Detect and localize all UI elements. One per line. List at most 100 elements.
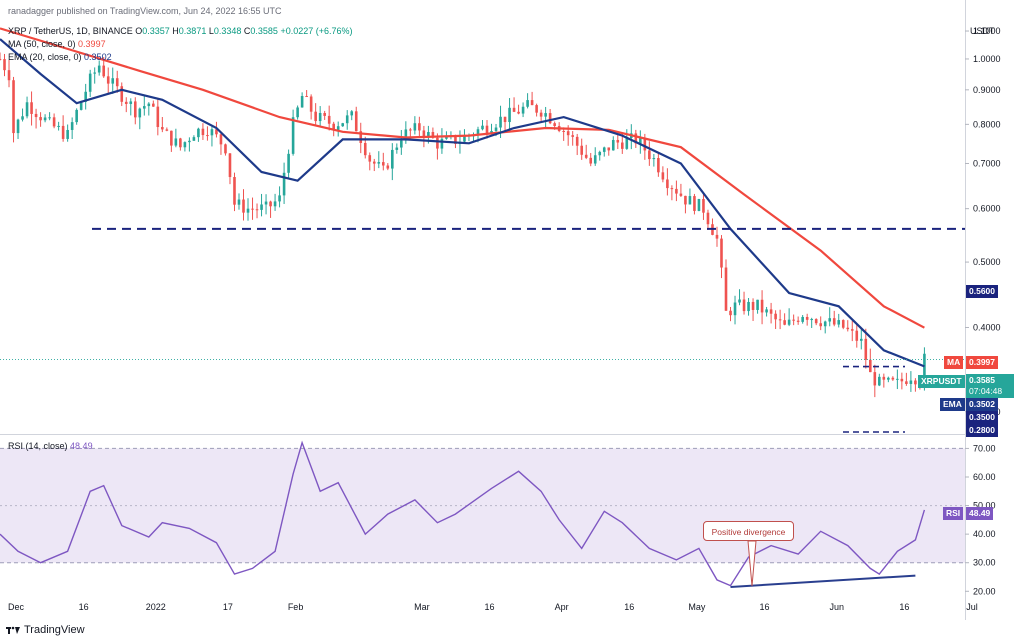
- candle-body: [102, 65, 106, 77]
- candle-body: [611, 139, 615, 151]
- ohlc-change: +0.0227 (+6.76%): [280, 26, 353, 36]
- candle-body: [300, 96, 304, 108]
- candle-body: [97, 65, 101, 73]
- candle-body: [39, 117, 42, 121]
- candle-body: [354, 111, 358, 132]
- candle-body: [720, 238, 723, 268]
- candle-body: [445, 136, 448, 139]
- candle-body: [521, 106, 525, 114]
- ema-name-badge: EMA: [940, 398, 965, 411]
- price-tick-label: 0.9000: [973, 85, 1001, 95]
- candle-body: [923, 353, 926, 385]
- candle-body: [161, 127, 164, 130]
- candle-body: [363, 142, 367, 156]
- candle-body: [463, 135, 466, 142]
- price-tick-label: 0.6000: [973, 204, 1001, 214]
- candle-body: [742, 299, 746, 312]
- candle-body: [661, 172, 665, 180]
- ma-50-line: [0, 27, 925, 329]
- candle-body: [530, 100, 534, 106]
- candle-body: [869, 359, 872, 373]
- candle-body: [688, 196, 692, 205]
- price-tick-label: 1.1000: [973, 26, 1001, 36]
- candle-body: [246, 208, 250, 213]
- candle-body: [404, 129, 408, 141]
- candle-body: [454, 135, 457, 144]
- ma-legend-label: MA (50, close, 0): [8, 39, 76, 49]
- candle-body: [156, 106, 160, 128]
- candle-body: [350, 111, 354, 116]
- candle-body: [769, 309, 773, 314]
- candle-body: [562, 130, 565, 132]
- candle-body: [571, 135, 574, 137]
- candle-body: [702, 199, 705, 213]
- candle-body: [652, 158, 656, 160]
- candle-body: [201, 128, 205, 136]
- candle-body: [345, 115, 349, 124]
- candle-body: [309, 96, 313, 112]
- candle-body: [620, 142, 624, 149]
- rsi-name-badge: RSI: [943, 507, 964, 520]
- candle-body: [634, 133, 638, 144]
- ohlc-h: 0.3871: [178, 26, 207, 36]
- candle-body: [84, 91, 87, 102]
- candle-body: [66, 129, 69, 139]
- ema-legend[interactable]: EMA (20, close, 0) 0.3502: [8, 52, 112, 62]
- candle-body: [188, 140, 191, 143]
- candle-body: [287, 153, 290, 173]
- candle-body: [801, 316, 804, 322]
- candle-body: [16, 119, 20, 134]
- candle-body: [905, 381, 908, 384]
- candle-body: [170, 130, 173, 146]
- rsi-legend[interactable]: RSI (14, close) 48.49: [8, 441, 93, 451]
- candle-body: [422, 130, 426, 138]
- candle-body: [206, 135, 209, 137]
- symbol-title[interactable]: XRP / TetherUS, 1D, BINANCE: [8, 26, 133, 36]
- candle-body: [598, 151, 602, 156]
- ema-legend-label: EMA (20, close, 0): [8, 52, 82, 62]
- candle-body: [553, 123, 556, 126]
- candle-body: [264, 201, 268, 205]
- rsi-tick-label: 50.00: [973, 501, 996, 511]
- candle-body: [359, 131, 363, 143]
- tradingview-logo[interactable]: TradingView: [6, 624, 85, 636]
- candle-body: [305, 96, 308, 98]
- candle-body: [242, 199, 245, 213]
- candle-body: [106, 76, 110, 84]
- ma-legend[interactable]: MA (50, close, 0) 0.3997: [8, 39, 106, 49]
- ohlc-h-label: H: [172, 26, 179, 36]
- candle-body: [684, 195, 687, 205]
- candle-body: [693, 196, 696, 211]
- candle-body: [706, 212, 710, 225]
- bar-countdown: 07:04:48: [969, 386, 1003, 396]
- callout-pointer: [747, 540, 757, 587]
- rsi-tick-label: 40.00: [973, 529, 996, 539]
- candle-body: [823, 321, 827, 327]
- candle-body: [878, 376, 881, 386]
- candle-body: [142, 106, 146, 109]
- candle-body: [814, 319, 818, 324]
- candle-body: [75, 109, 78, 123]
- candle-body: [526, 100, 529, 107]
- candle-body: [589, 157, 593, 164]
- candle-body: [747, 301, 750, 312]
- candle-body: [503, 116, 507, 123]
- candle-body: [436, 137, 439, 149]
- candle-body: [255, 209, 259, 211]
- tv-logo-icon: [6, 626, 20, 635]
- x-tick-label: 16: [624, 602, 634, 612]
- x-tick-label: May: [688, 602, 706, 612]
- candle-body: [891, 377, 895, 380]
- rsi-line: [0, 440, 926, 587]
- candle-body: [675, 188, 678, 194]
- candle-body: [210, 129, 214, 136]
- candle-body: [760, 299, 764, 313]
- candle-body: [544, 113, 547, 117]
- candle-body: [850, 329, 854, 331]
- x-tick-label: Jun: [829, 602, 844, 612]
- candle-body: [607, 147, 611, 151]
- level-350-badge: 0.3500: [966, 411, 998, 424]
- ema-price-badge: 0.3502: [966, 398, 998, 411]
- candle-body: [111, 78, 115, 84]
- candle-body: [499, 116, 502, 128]
